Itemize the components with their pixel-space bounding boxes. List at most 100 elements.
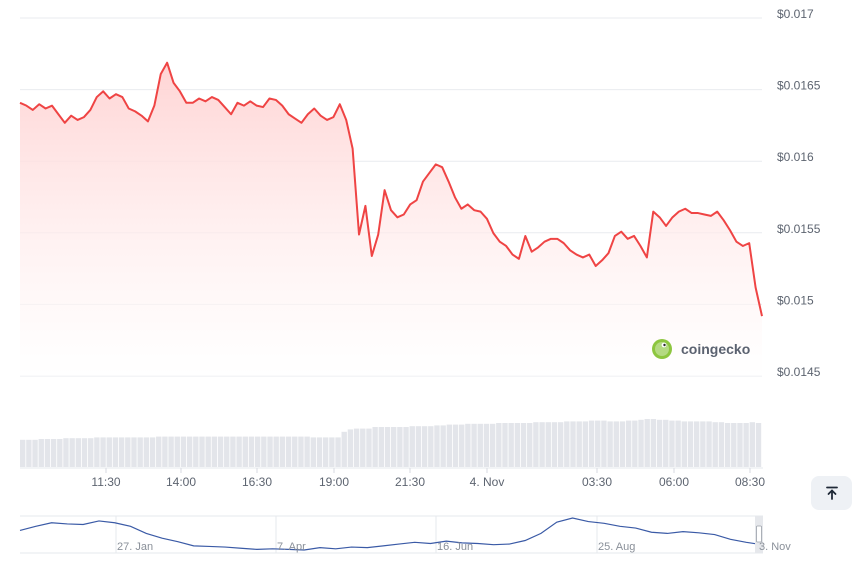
- volume-bar: [100, 437, 106, 467]
- x-tick-label: 06:00: [659, 475, 689, 489]
- x-tick-label: 03:30: [582, 475, 612, 489]
- volume-bar: [360, 428, 366, 467]
- volume-bar: [551, 422, 558, 467]
- volume-bar: [88, 438, 94, 467]
- volume-bar: [20, 439, 26, 467]
- x-tick-label: 4. Nov: [470, 475, 505, 489]
- volume-bar: [174, 436, 180, 467]
- volume-bar: [322, 437, 329, 467]
- volume-bar: [465, 423, 471, 467]
- volume-bar: [669, 420, 675, 467]
- navigator-line: [19, 517, 763, 551]
- navigator-tick-label: 7. Apr: [277, 541, 306, 553]
- volume-bar: [205, 436, 211, 467]
- volume-bar: [520, 423, 527, 467]
- volume-bar: [366, 428, 372, 467]
- volume-bar: [57, 439, 63, 467]
- volume-bar: [527, 423, 533, 467]
- volume-bar: [650, 419, 657, 467]
- volume-bar: [706, 421, 712, 467]
- y-tick-label: $0.0155: [777, 222, 821, 236]
- volume-bar: [731, 423, 737, 467]
- volume-bar: [564, 421, 570, 467]
- volume-bar: [143, 437, 150, 467]
- volume-bar: [316, 437, 323, 467]
- x-tick-label: 14:00: [166, 475, 196, 489]
- volume-bar: [595, 420, 601, 467]
- volume-bar: [310, 437, 316, 467]
- volume-bar: [632, 420, 638, 467]
- volume-bar: [415, 426, 422, 467]
- volume-bar: [273, 436, 279, 467]
- volume-bar: [224, 436, 230, 467]
- coingecko-watermark: coingecko: [652, 339, 750, 359]
- volume-bar: [545, 422, 551, 467]
- volume-bar: [755, 423, 762, 467]
- volume-bar: [718, 422, 725, 467]
- volume-bar: [434, 425, 440, 467]
- volume-bar: [514, 423, 521, 467]
- volume-bar: [712, 422, 718, 467]
- volume-bar: [663, 419, 669, 467]
- x-tick-label: 08:30: [735, 475, 765, 489]
- volume-bar: [588, 420, 595, 467]
- volume-bar: [446, 424, 453, 467]
- volume-bar: [378, 427, 385, 467]
- volume-bar: [749, 422, 756, 467]
- volume-bar: [254, 436, 261, 467]
- volume-bar: [162, 436, 168, 467]
- volume-bar: [341, 431, 347, 467]
- volume-bar: [391, 427, 397, 467]
- volume-bar: [471, 423, 477, 467]
- x-tick-label: 19:00: [319, 475, 349, 489]
- volume-bar: [298, 436, 304, 467]
- volume-bar: [106, 437, 112, 467]
- volume-bar: [737, 423, 743, 467]
- volume-bar: [125, 437, 131, 467]
- volume-bar: [112, 437, 119, 467]
- y-tick-label: $0.016: [777, 150, 814, 164]
- price-line: [19, 61, 763, 317]
- volume-bar: [285, 436, 292, 467]
- volume-bar: [81, 438, 88, 467]
- volume-bar: [533, 422, 539, 467]
- scroll-to-top-button[interactable]: [811, 476, 852, 510]
- volume-bar: [421, 426, 428, 467]
- volume-bar: [656, 419, 663, 467]
- y-tick-label: $0.0165: [777, 79, 821, 93]
- volume-bar: [403, 427, 409, 467]
- x-tick-label: 11:30: [91, 475, 120, 489]
- volume-bar: [242, 436, 248, 467]
- volume-bar: [681, 421, 687, 467]
- volume-bar: [601, 420, 607, 467]
- volume-bar: [211, 436, 218, 467]
- volume-bar: [180, 436, 187, 467]
- volume-bar: [217, 436, 224, 467]
- y-tick-label: $0.017: [777, 7, 814, 21]
- volume-bar: [582, 421, 589, 467]
- navigator-tick-label: 25. Aug: [598, 541, 635, 553]
- volume-bar: [570, 421, 576, 467]
- volume-bar: [193, 436, 199, 467]
- volume-bars: [20, 419, 762, 467]
- y-tick-label: $0.0145: [777, 365, 821, 379]
- volume-bar: [149, 437, 156, 467]
- volume-bar: [329, 437, 335, 467]
- volume-bar: [267, 436, 273, 467]
- navigator[interactable]: 27. Jan 7. Apr 16. Jun 25. Aug 3. Nov: [19, 515, 791, 554]
- y-tick-label: $0.015: [777, 293, 814, 307]
- volume-bar: [625, 420, 632, 467]
- volume-bar: [502, 423, 508, 467]
- volume-bar: [483, 423, 490, 467]
- volume-bar: [168, 436, 174, 467]
- volume-bar: [38, 439, 44, 467]
- volume-bar: [137, 437, 143, 467]
- volume-bar: [397, 427, 403, 467]
- navigator-handle-grip[interactable]: [756, 525, 762, 543]
- volume-bar: [44, 439, 51, 467]
- volume-bar: [607, 421, 613, 467]
- x-tick-label: 21:30: [395, 475, 425, 489]
- volume-bar: [230, 436, 236, 467]
- navigator-tick-label: 16. Jun: [437, 541, 473, 553]
